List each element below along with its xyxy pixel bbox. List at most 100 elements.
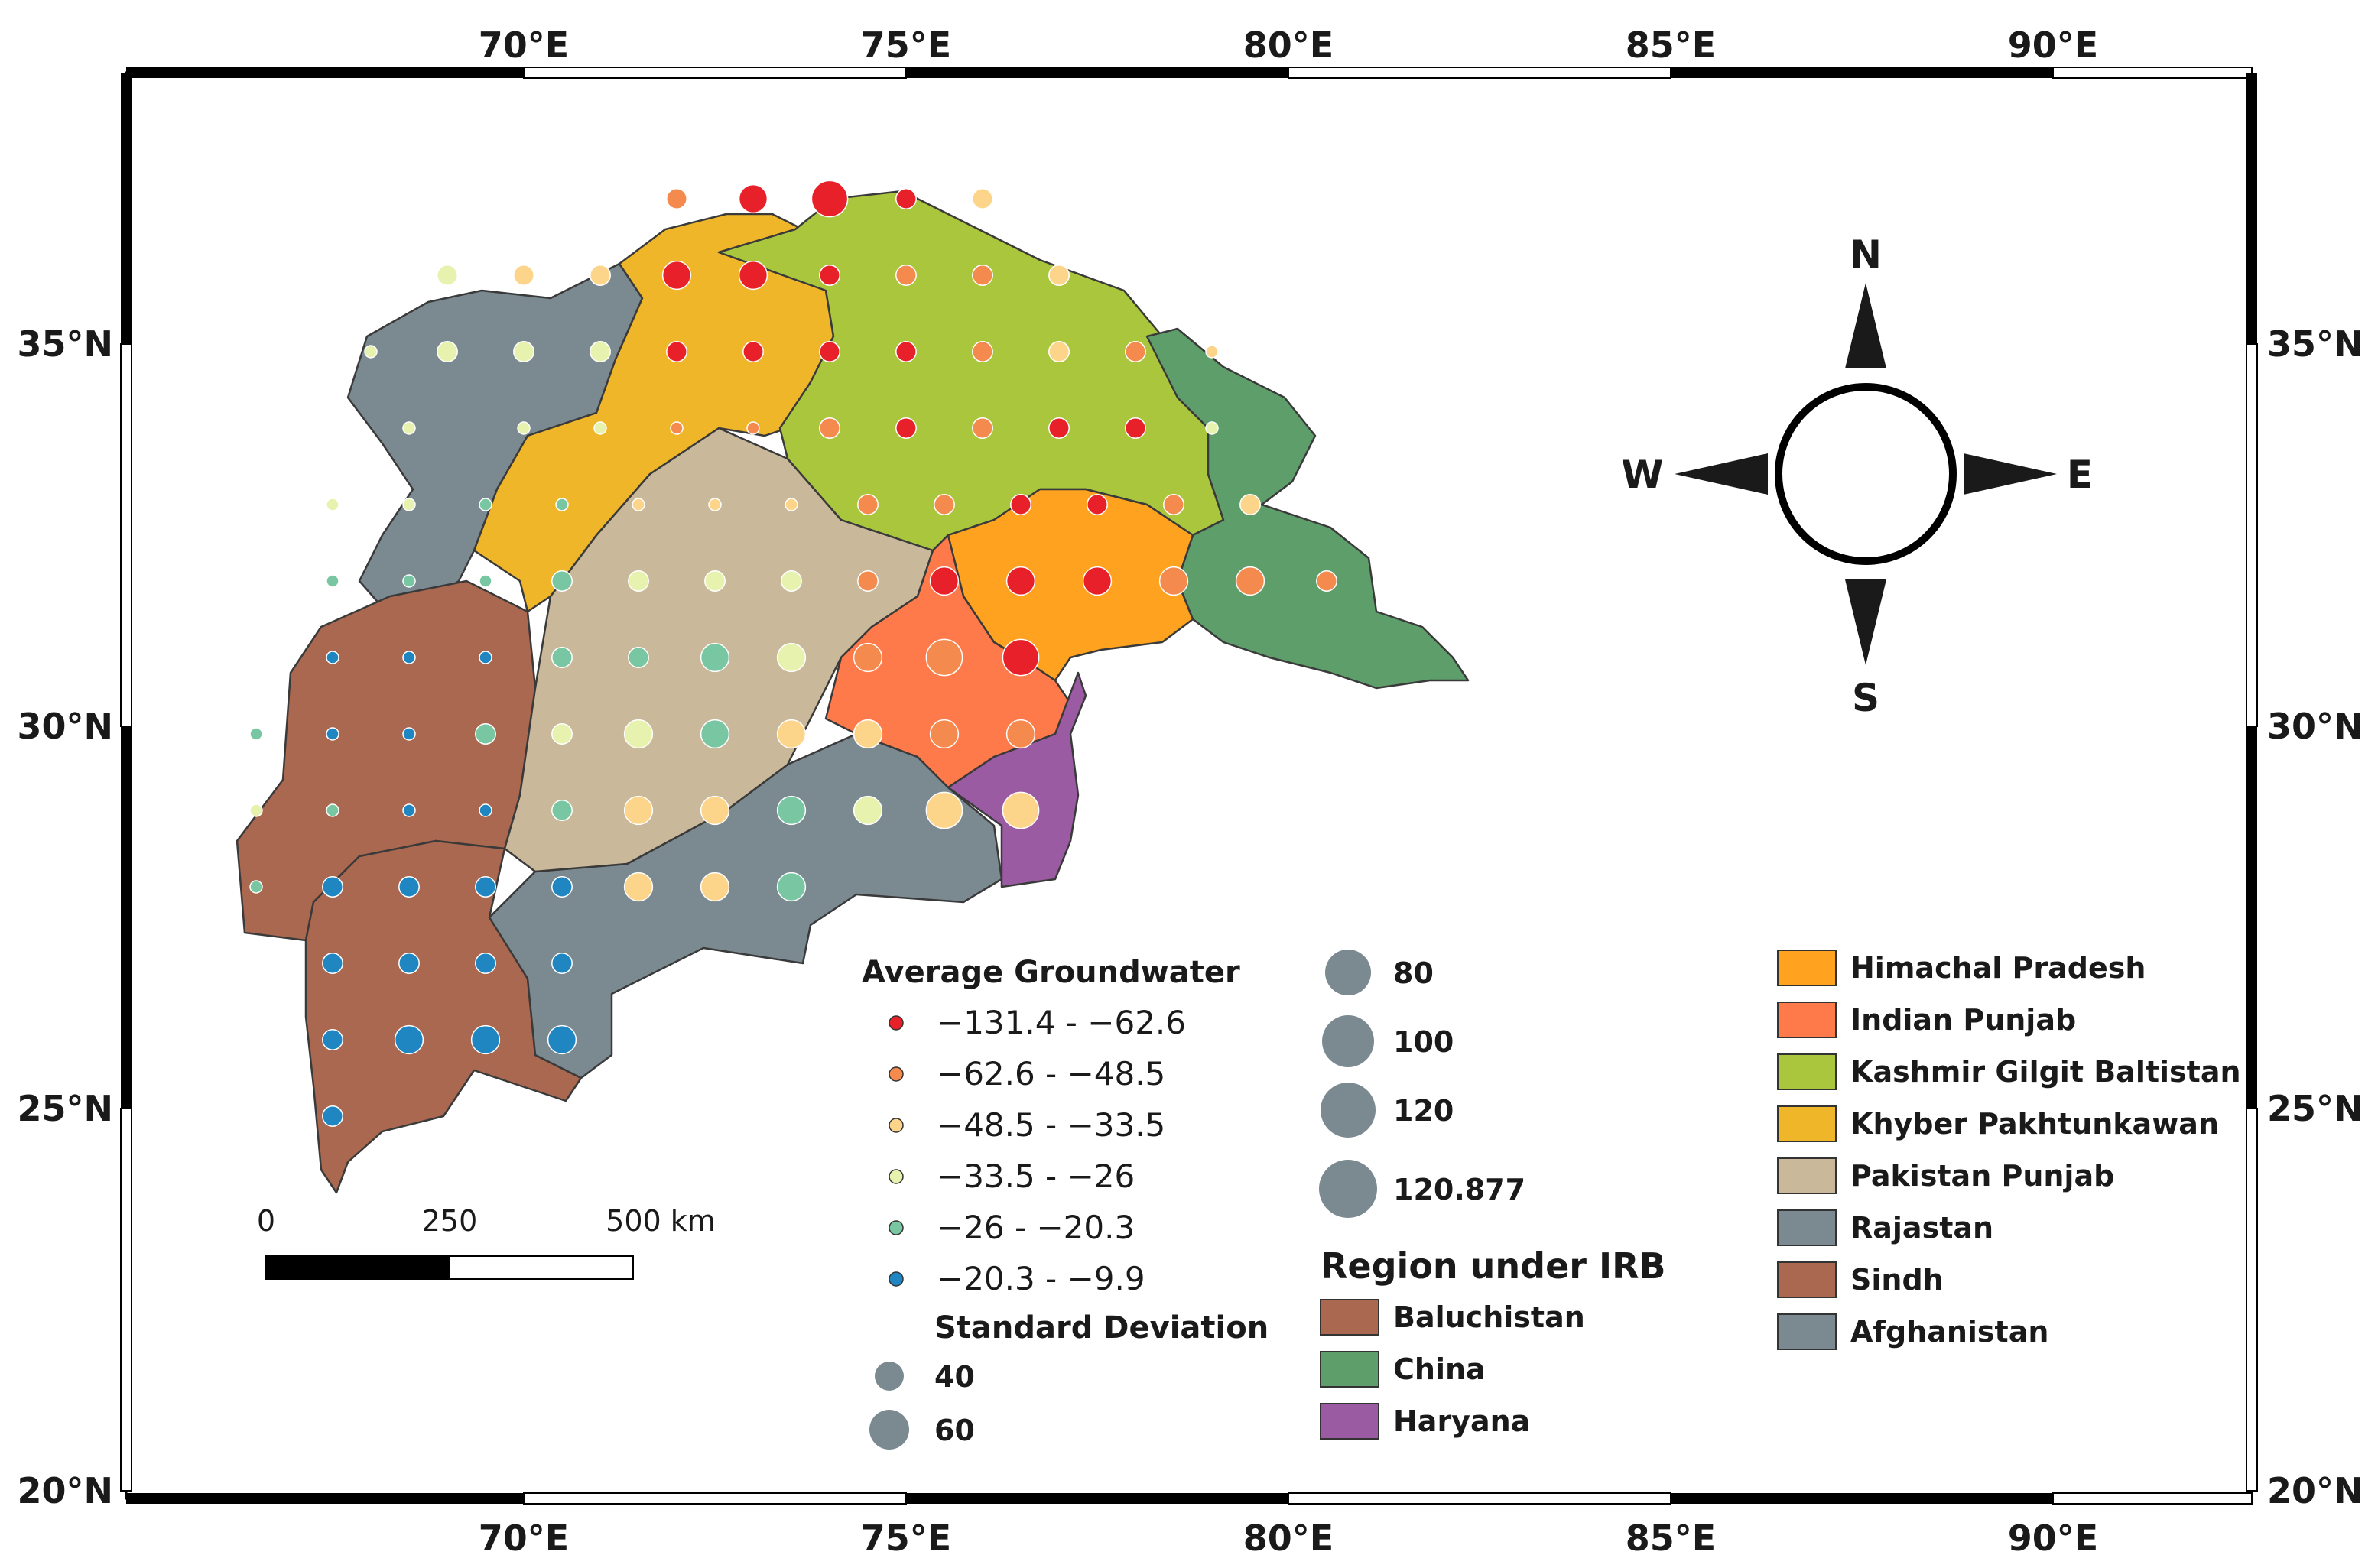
station-point	[1002, 638, 1040, 677]
std-size-label: 80	[1393, 956, 1434, 990]
region-legend-label: Himachal Pradesh	[1850, 951, 2146, 985]
scale-bar-black-segment	[265, 1255, 450, 1280]
std-size-symbol	[869, 1410, 909, 1450]
station-point	[551, 800, 573, 821]
station-point	[628, 570, 649, 592]
station-point	[590, 265, 611, 286]
std-size-label: 40	[934, 1360, 975, 1394]
station-point	[972, 341, 993, 362]
station-point	[857, 494, 879, 515]
groundwater-class-swatch	[889, 1169, 904, 1184]
region-legend-swatch	[1320, 1351, 1379, 1388]
station-point	[475, 953, 496, 974]
station-point	[479, 803, 492, 817]
station-point	[402, 498, 416, 511]
station-point	[402, 803, 416, 817]
lat-label: 20°N	[2267, 1470, 2363, 1511]
region-legend-swatch	[1320, 1403, 1379, 1440]
lon-label: 80°E	[1243, 1518, 1334, 1559]
station-point	[776, 642, 807, 673]
compass-ring	[1775, 383, 1957, 565]
compass-south-label: S	[1852, 676, 1879, 720]
region-legend-label: Pakistan Punjab	[1850, 1159, 2114, 1193]
lat-label: 20°N	[17, 1470, 113, 1511]
lat-labels-left: 35°N 30°N 25°N 20°N	[17, 323, 113, 1511]
station-point	[398, 953, 420, 974]
groundwater-legend: Average Groundwater −131.4 - −62.6 −62.6 …	[862, 955, 1269, 1450]
station-point	[249, 803, 263, 817]
station-point	[551, 723, 573, 745]
lat-labels-right: 35°N 30°N 25°N 20°N	[2267, 323, 2363, 1511]
std-size-label: 60	[934, 1414, 975, 1447]
std-size-label: 120.877	[1393, 1173, 1525, 1206]
station-point	[1048, 417, 1070, 439]
station-point	[934, 494, 955, 515]
station-point	[322, 1029, 343, 1050]
region-baluchistan	[304, 839, 583, 1194]
station-point	[479, 574, 492, 588]
compass-east-label: E	[2067, 453, 2093, 497]
station-point	[972, 265, 993, 286]
region-haryana	[947, 671, 1087, 888]
lat-label: 35°N	[2267, 323, 2363, 365]
groundwater-legend-title: Average Groundwater	[862, 955, 1240, 990]
lon-label: 70°E	[479, 1518, 569, 1559]
station-point	[628, 647, 649, 668]
groundwater-class-label: −48.5 - −33.5	[937, 1106, 1165, 1144]
station-point	[402, 727, 416, 741]
station-points	[249, 180, 1337, 1127]
station-point	[513, 265, 534, 286]
groundwater-class-label: −131.4 - −62.6	[937, 1004, 1186, 1041]
station-point	[1048, 265, 1070, 286]
station-point	[326, 574, 339, 588]
west-pointer-icon	[1675, 453, 1768, 495]
station-point	[326, 498, 339, 511]
station-point	[853, 719, 883, 749]
station-point	[776, 872, 807, 902]
station-point	[1087, 494, 1108, 515]
station-point	[437, 265, 458, 286]
station-point	[700, 795, 730, 826]
station-point	[398, 876, 420, 898]
station-point	[738, 260, 768, 291]
station-point	[249, 727, 263, 741]
station-point	[895, 265, 917, 286]
region-legend-swatch	[1777, 1261, 1837, 1298]
station-point	[666, 341, 687, 362]
station-point	[670, 421, 684, 435]
compass-west-label: W	[1621, 453, 1663, 497]
lat-label: 25°N	[2267, 1088, 2363, 1129]
station-point	[551, 953, 573, 974]
station-point	[895, 341, 917, 362]
station-point	[1010, 494, 1031, 515]
station-point	[475, 723, 496, 745]
station-point	[437, 341, 458, 362]
station-point	[326, 651, 339, 664]
region-legend-swatch	[1777, 1002, 1837, 1038]
region-khyber-pakhtunkawan	[473, 213, 835, 613]
station-point	[925, 638, 963, 677]
groundwater-class-swatch	[889, 1271, 904, 1287]
station-point	[972, 188, 993, 209]
station-point	[700, 642, 730, 673]
station-point	[326, 727, 339, 741]
lon-label: 70°E	[479, 24, 569, 66]
compass-north-label: N	[1850, 232, 1882, 277]
station-point	[853, 795, 883, 826]
region-legend: Region under IRB Baluchistan China Haryana…	[1320, 950, 2241, 1440]
groundwater-class-label: −33.5 - −26	[937, 1157, 1135, 1195]
lon-label: 90°E	[2008, 1518, 2098, 1559]
std-size-label: 100	[1393, 1025, 1454, 1059]
lon-labels-bottom: 70°E 75°E 80°E 85°E 90°E	[479, 1518, 2098, 1559]
station-point	[857, 570, 879, 592]
groundwater-class-swatch	[889, 1118, 904, 1133]
station-point	[322, 876, 343, 898]
station-point	[972, 417, 993, 439]
std-size-symbol	[1321, 1083, 1376, 1138]
station-point	[776, 719, 807, 749]
region-legend-swatch	[1320, 1299, 1379, 1336]
region-legend-label: Afghanistan	[1850, 1315, 2048, 1349]
station-point	[785, 498, 798, 511]
station-point	[364, 345, 378, 359]
region-legend-label: Khyber Pakhtunkawan	[1850, 1107, 2219, 1141]
